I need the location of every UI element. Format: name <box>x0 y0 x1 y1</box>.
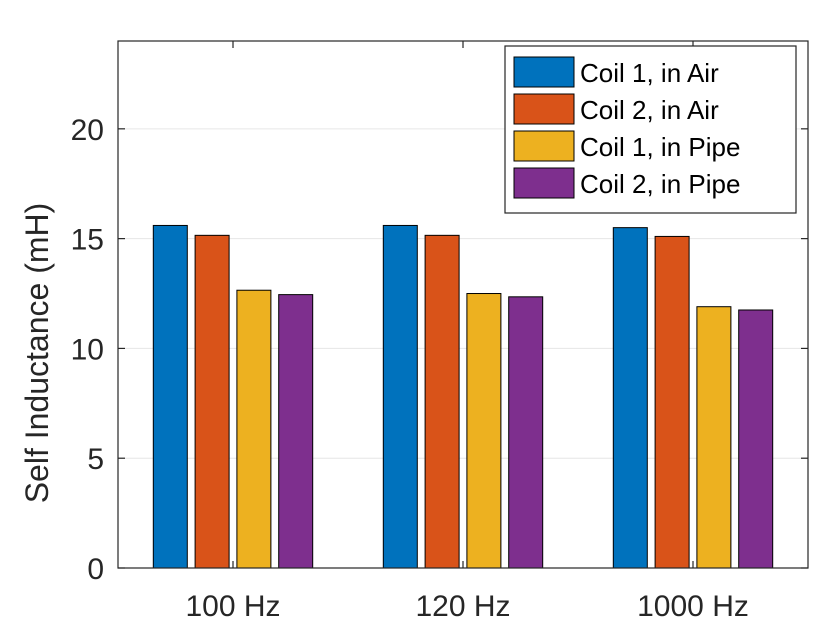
y-tick-label: 0 <box>87 553 104 586</box>
legend-swatch <box>513 56 575 88</box>
x-tick-label: 1000 Hz <box>637 590 749 623</box>
legend: Coil 1, in Air Coil 2, in Air Coil 1, in P… <box>504 45 797 214</box>
legend-entry-label: Coil 1, in Air <box>580 58 719 88</box>
bar-coil-2-in-pipe-100-hz <box>278 294 314 569</box>
x-tick-label: 100 Hz <box>185 590 280 623</box>
bar-coil-1-in-air-120-hz <box>382 224 418 569</box>
bar-coil-1-in-air-1000-hz <box>612 227 648 569</box>
bars-layer <box>152 224 774 569</box>
bar-coil-1-in-pipe-100-hz <box>236 289 272 569</box>
legend-swatch <box>513 167 575 199</box>
y-axis-label: Self Inductance (mH) <box>19 203 55 504</box>
bar-coil-2-in-air-100-hz <box>194 234 230 569</box>
legend-entry-label: Coil 2, in Pipe <box>580 169 740 199</box>
bar-coil-2-in-air-120-hz <box>424 234 460 569</box>
bar-coil-2-in-pipe-120-hz <box>508 296 544 569</box>
bar-coil-1-in-air-100-hz <box>152 224 188 569</box>
bar-coil-2-in-air-1000-hz <box>654 235 690 569</box>
y-tick-label: 5 <box>87 443 104 476</box>
legend-swatch <box>513 130 575 162</box>
legend-swatch <box>513 93 575 125</box>
legend-entry-label: Coil 1, in Pipe <box>580 132 740 162</box>
ticks-layer: 0 5 10 15 20 100 Hz 120 Hz 1000 Hz <box>71 41 808 623</box>
legend-entry-label: Coil 2, in Air <box>580 95 719 125</box>
bar-coil-1-in-pipe-1000-hz <box>696 306 732 569</box>
bar-coil-2-in-pipe-1000-hz <box>738 309 774 569</box>
y-tick-label: 15 <box>71 224 104 257</box>
y-tick-label: 20 <box>71 114 104 147</box>
y-tick-label: 10 <box>71 333 104 366</box>
x-tick-label: 120 Hz <box>415 590 510 623</box>
bar-coil-1-in-pipe-120-hz <box>466 293 502 569</box>
